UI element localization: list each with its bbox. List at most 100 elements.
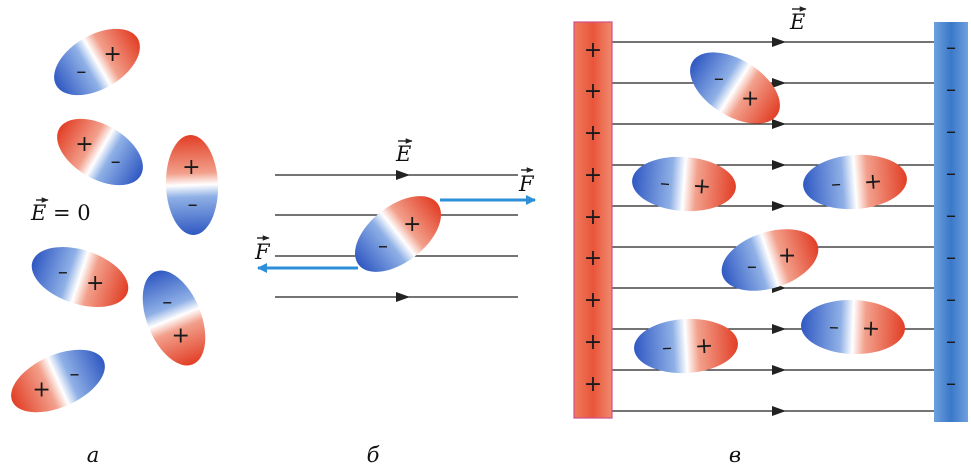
plate-plus-sign: + xyxy=(584,121,602,146)
minus-sign: – xyxy=(162,289,172,313)
force-label-left: F xyxy=(254,235,271,264)
minus-sign: – xyxy=(69,362,79,386)
plate-minus-sign: – xyxy=(946,77,956,101)
dipole-ellipse-icon xyxy=(632,156,736,212)
field-label-c: E xyxy=(789,6,807,34)
plus-sign: + xyxy=(778,243,796,268)
plus-sign: + xyxy=(103,42,121,67)
plus-sign: + xyxy=(861,316,880,342)
plate-plus-sign: + xyxy=(584,163,602,188)
plate-minus-sign: – xyxy=(946,35,956,59)
dipole-ellipse-icon xyxy=(801,299,905,355)
field-value: = 0 xyxy=(53,201,91,225)
field-arrow-icon xyxy=(772,365,786,375)
plus-sign: + xyxy=(75,132,93,157)
dipole-ellipse-icon xyxy=(57,118,143,186)
minus-sign: – xyxy=(747,254,757,278)
field-arrow-icon xyxy=(772,406,786,416)
field-arrow-icon xyxy=(772,324,786,334)
minus-sign: – xyxy=(830,171,842,196)
plus-sign: + xyxy=(182,155,200,180)
minus-sign: – xyxy=(829,314,840,338)
dipole-c1: – + xyxy=(690,52,780,124)
field-arrow-icon xyxy=(396,292,410,302)
caption-a: а xyxy=(87,443,100,467)
minus-sign: – xyxy=(714,66,724,90)
plus-sign: + xyxy=(172,324,190,349)
plate-plus-sign: + xyxy=(584,288,602,313)
field-arrowheads-b xyxy=(396,170,410,302)
plate-plus-sign: + xyxy=(584,79,602,104)
negative-plate: – – – – – – – – – xyxy=(934,22,968,422)
dipole-ellipse-icon xyxy=(721,229,819,291)
dipole-ellipse-icon xyxy=(634,318,738,374)
dipole-a4: – + xyxy=(31,247,129,307)
plus-sign: + xyxy=(694,334,714,360)
minus-sign: – xyxy=(76,59,86,83)
force-arrows-b xyxy=(257,195,536,273)
dipole-c4: – + xyxy=(721,229,819,291)
field-arrow-icon xyxy=(772,201,786,211)
dipole-ellipse-icon xyxy=(690,52,780,124)
field-label-b: E xyxy=(395,138,413,166)
field-arrow-icon xyxy=(772,37,786,47)
dipole-a6: – + xyxy=(11,349,105,413)
field-arrowheads-c xyxy=(772,37,786,416)
plus-sign: + xyxy=(863,169,883,195)
plus-sign: + xyxy=(32,377,50,402)
minus-sign: – xyxy=(58,259,68,283)
plate-plus-sign: + xyxy=(584,372,602,397)
field-arrow-icon xyxy=(772,78,786,88)
force-letter: F xyxy=(254,240,271,264)
plus-sign: + xyxy=(403,212,421,237)
dipole-ellipse-icon xyxy=(31,247,129,307)
plus-sign: + xyxy=(692,174,712,200)
plus-sign: + xyxy=(741,87,759,112)
positive-plate: + + + + + + + + + xyxy=(573,21,613,419)
field-letter: E xyxy=(30,201,46,225)
minus-sign: – xyxy=(661,335,672,359)
dipole-a5: – + xyxy=(142,270,206,366)
dipole-ellipse-icon xyxy=(54,28,140,96)
dipole-b: – + xyxy=(354,196,442,272)
plus-sign: + xyxy=(86,271,104,296)
dipole-ellipse-icon xyxy=(354,196,442,272)
caption-c: в xyxy=(729,443,741,467)
plate-minus-sign: – xyxy=(946,245,956,269)
plate-plus-sign: + xyxy=(584,330,602,355)
dipole-c3: – + xyxy=(803,154,907,210)
plate-plus-sign: + xyxy=(584,246,602,271)
minus-sign: – xyxy=(188,192,198,216)
plate-minus-sign: – xyxy=(946,119,956,143)
field-arrow-icon xyxy=(772,160,786,170)
dipole-c5: – + xyxy=(801,299,905,355)
dipole-ellipse-icon xyxy=(803,154,907,210)
plate-minus-sign: – xyxy=(946,161,956,185)
caption-b: б xyxy=(367,443,380,467)
field-arrow-icon xyxy=(772,119,786,129)
panel-c-capacitor: + + + + + + + + + – – – – – – – – xyxy=(573,6,968,467)
dipole-ellipse-icon xyxy=(165,135,219,235)
plate-minus-sign: – xyxy=(946,371,956,395)
field-zero-label: E = 0 xyxy=(30,197,91,225)
minus-sign: – xyxy=(111,149,121,173)
field-arrow-icon xyxy=(396,170,410,180)
dipole-a2: – + xyxy=(57,118,143,186)
plate-minus-sign: – xyxy=(946,287,956,311)
plate-minus-sign: – xyxy=(946,329,956,353)
plate-plus-sign: + xyxy=(584,38,602,63)
panel-b-single-dipole: – + E F F б xyxy=(254,138,536,467)
dipole-ellipse-icon xyxy=(11,349,105,413)
plate-plus-sign: + xyxy=(584,205,602,230)
minus-sign: – xyxy=(659,170,671,195)
field-letter: E xyxy=(789,10,805,34)
plate-minus-sign: – xyxy=(946,203,956,227)
dipole-c2: – + xyxy=(632,156,736,212)
dipole-ellipse-icon xyxy=(142,270,206,366)
dipole-a3: – + xyxy=(165,135,219,235)
force-letter: F xyxy=(518,172,535,196)
dipole-c6: – + xyxy=(634,318,738,374)
force-label-right: F xyxy=(518,167,535,196)
panel-a-no-field: – + – + – + – + – + – + xyxy=(11,28,219,467)
